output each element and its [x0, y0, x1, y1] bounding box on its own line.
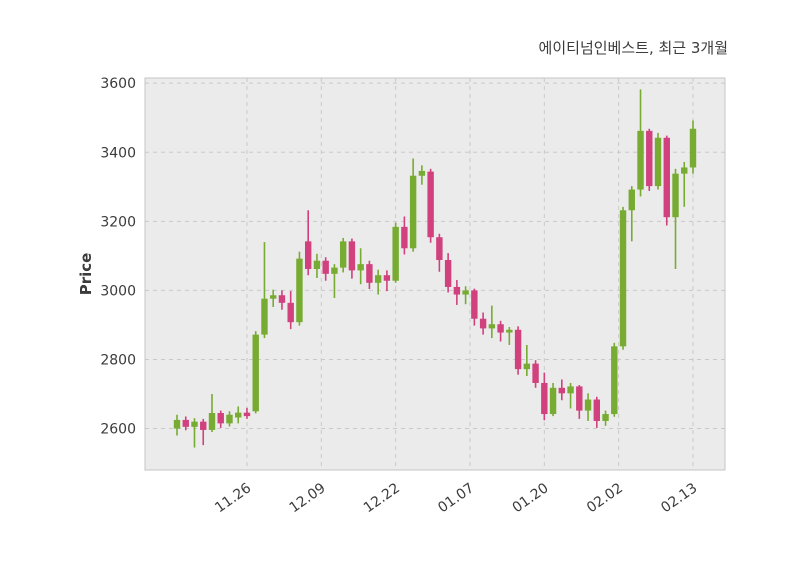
candle-down: [278, 295, 286, 303]
y-tick-label: 3200: [100, 214, 136, 230]
candle-up: [191, 421, 198, 427]
candle-up: [523, 363, 531, 370]
candle-up: [252, 334, 259, 412]
y-axis-label: Price: [77, 253, 95, 296]
candle-up: [409, 175, 417, 249]
candle-up: [357, 264, 364, 271]
candle-up: [313, 260, 321, 269]
plot-border: [144, 77, 726, 471]
x-tick-label: 01.20: [510, 480, 552, 516]
candle-up: [173, 419, 181, 429]
candle-up: [488, 324, 496, 329]
x-tick-label: 11.26: [212, 480, 254, 516]
candle-up: [602, 414, 609, 421]
candle-down: [217, 413, 224, 424]
candle-up: [584, 399, 592, 411]
candle-down: [182, 419, 189, 427]
candle-down: [243, 412, 251, 417]
grid-layer: [145, 78, 725, 470]
candle-up: [637, 130, 644, 190]
x-tick-label: 02.13: [658, 480, 700, 516]
candle-up: [689, 128, 697, 168]
candle-down: [576, 386, 583, 411]
y-tick-label: 3600: [100, 76, 136, 92]
y-tick-label: 2800: [100, 352, 136, 368]
candle-down: [304, 241, 312, 269]
candle-up: [681, 167, 688, 174]
candle-down: [453, 286, 461, 295]
candle-up: [611, 346, 618, 415]
candle-up: [567, 386, 574, 394]
candle-up: [628, 189, 635, 211]
candle-up: [392, 226, 399, 281]
x-tick-label: 12.22: [361, 480, 403, 516]
x-tick-label: 02.02: [584, 480, 626, 516]
candle-down: [444, 260, 452, 287]
candle-down: [541, 382, 548, 415]
candle-up: [654, 137, 662, 187]
candle-down: [401, 226, 408, 249]
y-tick-label: 2600: [100, 422, 136, 438]
y-tick-label: 3400: [100, 145, 136, 161]
candle-up: [208, 413, 216, 430]
plot-area: [145, 78, 725, 470]
candle-down: [558, 387, 566, 394]
candle-up: [462, 290, 469, 295]
candle-up: [374, 275, 382, 283]
candle-down: [348, 241, 356, 271]
candle-down: [366, 264, 373, 283]
candle-up: [339, 241, 347, 268]
candle-down: [479, 318, 487, 329]
candle-down: [383, 275, 391, 281]
candle-down: [287, 302, 294, 323]
candle-down: [514, 329, 522, 370]
candle-up: [418, 170, 426, 176]
candle-down: [593, 399, 600, 421]
candle-down: [663, 137, 670, 218]
candle-up: [296, 258, 303, 323]
candle-down: [471, 290, 478, 319]
x-tick-label: 12.09: [287, 480, 329, 516]
y-tick-label: 3000: [100, 283, 136, 299]
chart-title: 에이티넘인베스트, 최근 3개월: [539, 39, 728, 57]
candle-down: [497, 324, 504, 333]
candle-up: [619, 210, 627, 347]
candle-down: [646, 130, 653, 187]
candle-down: [532, 363, 539, 383]
candle-up: [549, 387, 557, 415]
candle-up: [506, 329, 513, 333]
candle-up: [226, 414, 233, 424]
candle-down: [200, 421, 207, 430]
candle-down: [436, 237, 443, 261]
candle-up: [261, 298, 268, 335]
candle-down: [427, 171, 434, 238]
candle-up: [270, 295, 277, 299]
candles-layer: [173, 89, 697, 448]
x-tick-label: 01.07: [435, 480, 477, 516]
candle-up: [331, 267, 338, 274]
candle-up: [235, 412, 242, 418]
candle-up: [672, 173, 679, 218]
candle-down: [322, 260, 329, 274]
